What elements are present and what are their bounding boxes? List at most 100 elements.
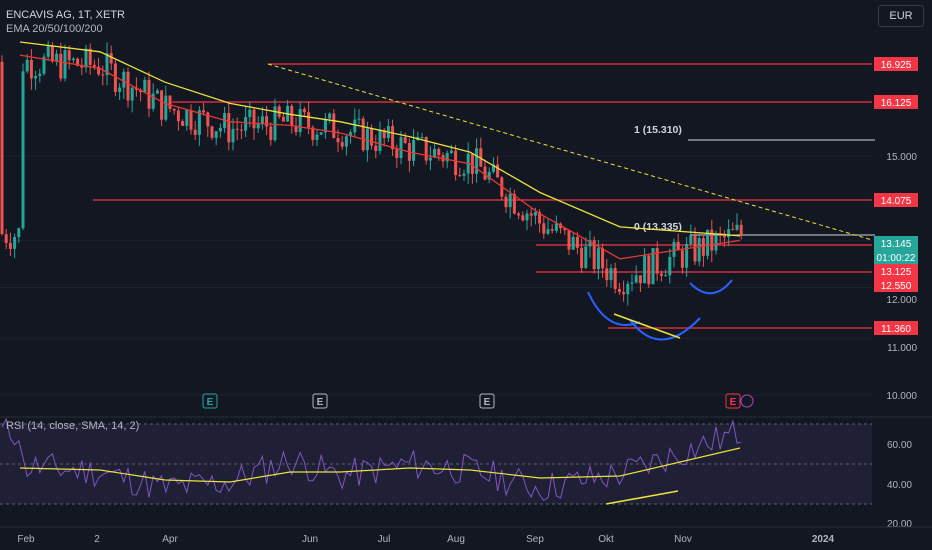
candle[interactable]: [21, 71, 25, 229]
price-label-box[interactable]: [874, 193, 918, 207]
candle[interactable]: [84, 48, 88, 68]
candle[interactable]: [533, 212, 537, 216]
candle[interactable]: [521, 215, 525, 221]
candle[interactable]: [273, 106, 277, 141]
support-line[interactable]: [613, 313, 681, 339]
candle[interactable]: [470, 153, 474, 174]
candle[interactable]: [319, 132, 323, 135]
candle[interactable]: [491, 164, 495, 172]
candle[interactable]: [101, 74, 105, 76]
candle[interactable]: [437, 148, 441, 156]
candle[interactable]: [504, 196, 508, 208]
candle[interactable]: [122, 71, 126, 88]
earnings-marker[interactable]: [725, 393, 741, 409]
candle[interactable]: [294, 125, 298, 133]
candle[interactable]: [580, 247, 584, 268]
candle[interactable]: [269, 126, 273, 141]
candle[interactable]: [55, 53, 59, 62]
candle[interactable]: [109, 53, 113, 64]
pattern-head[interactable]: [629, 317, 701, 341]
candle[interactable]: [685, 243, 689, 268]
candle[interactable]: [172, 108, 176, 111]
candle[interactable]: [554, 223, 558, 231]
candle[interactable]: [462, 173, 466, 176]
candle[interactable]: [252, 109, 256, 129]
earnings-marker[interactable]: [479, 393, 495, 409]
candle[interactable]: [353, 119, 357, 133]
candle[interactable]: [176, 110, 180, 122]
candle[interactable]: [727, 229, 731, 238]
candle[interactable]: [143, 79, 147, 93]
candle[interactable]: [412, 139, 416, 161]
candle[interactable]: [71, 58, 75, 61]
candle[interactable]: [550, 229, 554, 231]
candle[interactable]: [67, 50, 71, 61]
price-label-box[interactable]: [874, 250, 918, 264]
candle[interactable]: [613, 268, 617, 289]
candle[interactable]: [714, 233, 718, 251]
candle[interactable]: [722, 233, 726, 238]
candle[interactable]: [496, 164, 500, 178]
candle[interactable]: [517, 213, 521, 216]
candle[interactable]: [487, 171, 491, 180]
price-label-box[interactable]: [874, 236, 918, 250]
candle[interactable]: [382, 129, 386, 139]
candle[interactable]: [647, 255, 651, 285]
candle[interactable]: [420, 136, 424, 138]
candle[interactable]: [697, 237, 701, 262]
candle[interactable]: [302, 108, 306, 113]
candle[interactable]: [76, 58, 80, 66]
candle[interactable]: [651, 247, 655, 285]
candle[interactable]: [59, 53, 63, 79]
candle[interactable]: [88, 48, 92, 65]
candle[interactable]: [323, 118, 327, 133]
candle[interactable]: [365, 128, 369, 151]
price-label-box[interactable]: [874, 95, 918, 109]
candle[interactable]: [395, 149, 399, 159]
candle[interactable]: [378, 129, 382, 151]
candle[interactable]: [542, 223, 546, 234]
candle[interactable]: [29, 59, 33, 79]
candle[interactable]: [4, 234, 8, 243]
candle[interactable]: [160, 90, 164, 120]
candle[interactable]: [693, 235, 697, 262]
price-label-box[interactable]: [874, 57, 918, 71]
candle[interactable]: [643, 255, 647, 284]
candle[interactable]: [248, 109, 252, 118]
candle[interactable]: [584, 246, 588, 268]
candle[interactable]: [277, 106, 281, 117]
dividend-icon[interactable]: [740, 394, 754, 408]
candle[interactable]: [290, 105, 294, 126]
candle[interactable]: [361, 118, 365, 151]
candle[interactable]: [80, 65, 84, 68]
candle[interactable]: [281, 116, 285, 122]
candle[interactable]: [25, 59, 29, 72]
pattern-right-shoulder[interactable]: [689, 279, 733, 295]
candle[interactable]: [13, 236, 17, 249]
candle[interactable]: [315, 134, 319, 140]
candle[interactable]: [210, 126, 214, 138]
candle[interactable]: [0, 61, 4, 235]
candle[interactable]: [529, 213, 533, 216]
candle[interactable]: [672, 241, 676, 257]
candle[interactable]: [433, 148, 437, 158]
candle[interactable]: [479, 148, 483, 167]
candle[interactable]: [151, 93, 155, 109]
candle[interactable]: [601, 248, 605, 269]
candle[interactable]: [214, 131, 218, 138]
candle[interactable]: [349, 132, 353, 137]
candle[interactable]: [638, 275, 642, 284]
candle[interactable]: [668, 256, 672, 276]
candle[interactable]: [428, 157, 432, 161]
candle[interactable]: [512, 193, 516, 214]
candle[interactable]: [168, 95, 172, 109]
candle[interactable]: [546, 229, 550, 234]
candle[interactable]: [563, 228, 567, 231]
candle[interactable]: [126, 71, 130, 101]
candle[interactable]: [189, 109, 193, 130]
candle[interactable]: [260, 116, 264, 124]
candle[interactable]: [8, 242, 12, 249]
candle[interactable]: [38, 73, 42, 76]
candle[interactable]: [454, 150, 458, 176]
